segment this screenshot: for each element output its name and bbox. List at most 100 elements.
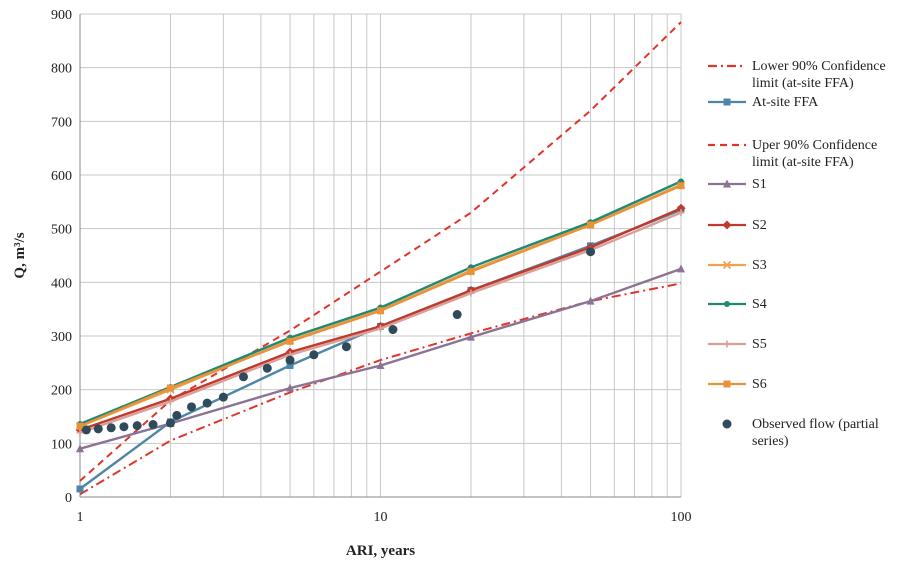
- data-point: [286, 383, 295, 392]
- legend-entry-5: S3: [708, 258, 767, 273]
- data-point: [377, 307, 384, 315]
- legend-label-line: S3: [752, 258, 767, 273]
- x-tick-label: 1: [77, 510, 84, 525]
- data-point: [285, 355, 295, 365]
- legend-entry-7: S5: [708, 337, 767, 352]
- data-point: [677, 209, 685, 217]
- series-layer: [75, 21, 686, 496]
- legend-label-line: Uper 90% Confidence: [752, 138, 877, 153]
- legend-label: At-site FFA: [752, 95, 819, 110]
- data-point: [218, 392, 228, 402]
- data-point: [76, 444, 84, 453]
- x-tick-label: 100: [671, 510, 692, 525]
- data-point: [187, 402, 197, 412]
- legend-label: Observed flow (partial series): [752, 417, 879, 449]
- legend-label-line: series): [752, 434, 789, 449]
- data-point: [341, 342, 351, 352]
- legend-label-line: S4: [752, 297, 767, 312]
- data-point: [106, 423, 116, 433]
- y-tick-label: 600: [51, 169, 72, 184]
- legend: Lower 90% Confidence limit (at-site FFA) A…: [708, 59, 886, 449]
- data-point: [262, 363, 272, 373]
- data-point: [202, 398, 212, 408]
- data-point: [467, 268, 475, 276]
- legend-label-line: S6: [752, 377, 767, 392]
- y-tick-label: 300: [51, 330, 72, 345]
- data-point: [586, 247, 596, 257]
- legend-swatch-marker: [723, 98, 731, 106]
- legend-label: Lower 90% Confidence limit (at-site FFA): [752, 59, 886, 91]
- data-point: [76, 429, 84, 437]
- legend-label: S5: [752, 337, 767, 352]
- data-point: [76, 485, 84, 493]
- legend-label-line: Lower 90% Confidence: [752, 59, 886, 74]
- y-tick-label: 500: [51, 223, 72, 238]
- data-point: [286, 337, 294, 345]
- legend-swatch-marker: [724, 301, 730, 307]
- legend-label-line: At-site FFA: [752, 95, 819, 110]
- data-point: [676, 203, 686, 213]
- legend-label: S4: [752, 297, 767, 312]
- legend-entry-2: Uper 90% Confidence limit (at-site FFA): [708, 138, 877, 170]
- data-point: [376, 361, 385, 370]
- legend-swatch-marker: [723, 380, 731, 388]
- legend-swatch-marker: [723, 179, 731, 188]
- data-point: [586, 296, 595, 305]
- data-point: [119, 422, 129, 432]
- data-point: [76, 422, 84, 430]
- data-point: [467, 289, 475, 297]
- legend-label: S2: [752, 218, 767, 233]
- data-point: [377, 324, 384, 332]
- data-point: [238, 372, 248, 382]
- data-point: [148, 420, 158, 430]
- axes: 0 100 200 300 400 500 600 700 800 900 1 10 100: [51, 8, 692, 525]
- y-axis-title: Q, m³/s: [12, 232, 28, 278]
- legend-label-line: Observed flow (partial: [752, 417, 879, 432]
- legend-entry-0: Lower 90% Confidence limit (at-site FFA): [708, 59, 886, 91]
- legend-label-line: S2: [752, 218, 767, 233]
- legend-label-line: limit (at-site FFA): [752, 155, 854, 170]
- series-0: [79, 282, 682, 496]
- legend-label: S1: [752, 177, 767, 192]
- series-8: [76, 182, 685, 430]
- legend-swatch-marker: [723, 340, 731, 348]
- legend-entry-6: S4: [708, 297, 767, 312]
- legend-entry-8: S6: [708, 377, 767, 392]
- y-tick-label: 400: [51, 276, 72, 291]
- data-point: [452, 310, 462, 320]
- legend-entry-4: S2: [708, 218, 767, 233]
- legend-label: Uper 90% Confidence limit (at-site FFA): [752, 138, 877, 170]
- data-point: [81, 425, 91, 435]
- data-point: [466, 332, 475, 341]
- data-point: [172, 410, 182, 420]
- legend-entry-9: Observed flow (partial series): [722, 417, 879, 449]
- legend-label-line: S5: [752, 337, 767, 352]
- legend-label-line: S1: [752, 177, 767, 192]
- series-9: [81, 247, 596, 435]
- y-tick-label: 0: [65, 491, 72, 506]
- data-point: [677, 182, 685, 190]
- data-point: [309, 350, 319, 360]
- legend-entry-3: S1: [708, 177, 767, 192]
- y-tick-label: 200: [51, 384, 72, 399]
- series-line: [79, 282, 682, 496]
- legend-swatch-marker: [722, 220, 732, 230]
- legend-swatch-marker: [722, 260, 732, 270]
- y-tick-label: 700: [51, 115, 72, 130]
- data-point: [166, 384, 174, 392]
- x-axis-title: ARI, years: [346, 543, 415, 559]
- y-tick-label: 800: [51, 62, 72, 77]
- data-point: [166, 397, 174, 405]
- data-point: [165, 418, 175, 428]
- legend-label: S6: [752, 377, 767, 392]
- data-point: [93, 424, 103, 434]
- legend-label-line: limit (at-site FFA): [752, 76, 854, 91]
- data-point: [587, 221, 595, 229]
- y-tick-label: 900: [51, 8, 72, 23]
- data-point: [132, 421, 142, 431]
- x-tick-label: 10: [374, 510, 388, 525]
- data-point: [677, 264, 685, 273]
- legend-label: S3: [752, 258, 767, 273]
- legend-swatch-marker: [722, 419, 732, 429]
